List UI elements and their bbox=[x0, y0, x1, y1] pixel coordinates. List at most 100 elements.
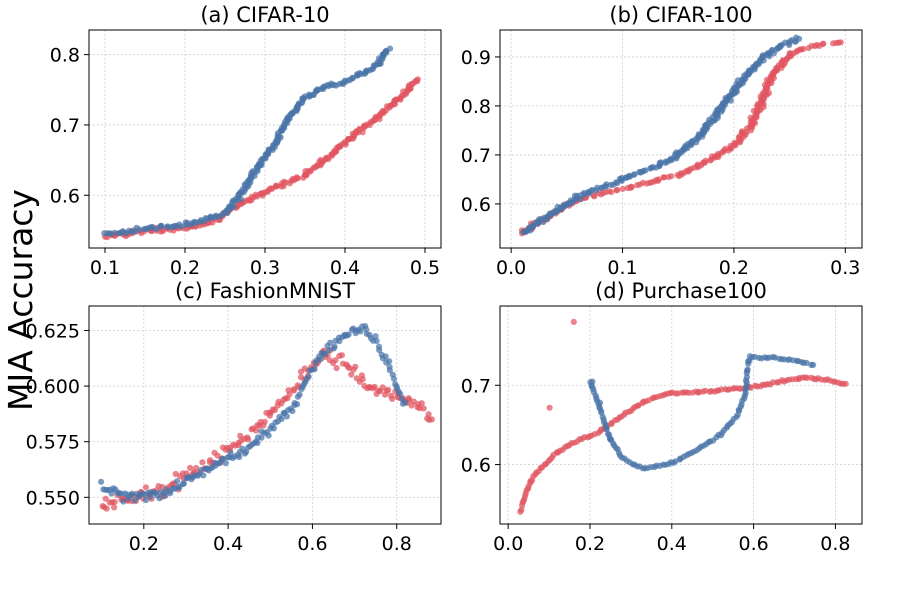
point-red bbox=[252, 191, 259, 198]
y-tick-label: 0.7 bbox=[50, 115, 80, 137]
x-tick-label: 0.6 bbox=[297, 533, 327, 555]
point-blue bbox=[596, 399, 604, 406]
point-red bbox=[261, 418, 268, 425]
point-red bbox=[338, 352, 345, 359]
x-tick-label: 0.4 bbox=[330, 257, 360, 279]
point-red bbox=[418, 400, 425, 407]
point-red bbox=[837, 39, 844, 46]
point-blue bbox=[390, 375, 398, 382]
point-red bbox=[694, 161, 702, 168]
y-tick-label: 0.7 bbox=[461, 145, 491, 167]
point-blue bbox=[289, 407, 296, 415]
point-red bbox=[786, 50, 793, 57]
point-blue bbox=[158, 222, 165, 229]
x-tick-label: 0.4 bbox=[657, 533, 687, 555]
point-blue bbox=[386, 45, 394, 52]
data-points bbox=[518, 34, 844, 237]
axes-frame bbox=[499, 29, 863, 249]
point-red bbox=[285, 387, 292, 394]
panel-title: (c) FashionMNIST bbox=[175, 279, 355, 303]
x-tick-label: 0.6 bbox=[738, 533, 768, 555]
point-blue bbox=[357, 328, 364, 335]
point-blue bbox=[560, 201, 568, 208]
chart-panel-2: 0.0 0.1 0.2 0.3 0.6 0.7 0.8 0.9 (b) CIFAR-100 bbox=[461, 3, 863, 279]
chart-panel-4: 0.0 0.2 0.4 0.6 0.8 0.6 0.7 (d) Purchase100 bbox=[461, 279, 863, 555]
point-red bbox=[384, 386, 392, 393]
point-red bbox=[294, 175, 301, 182]
point-red bbox=[245, 436, 252, 443]
point-blue bbox=[630, 171, 637, 178]
point-blue bbox=[349, 74, 356, 81]
x-tick-label: 0.2 bbox=[170, 257, 200, 279]
point-red bbox=[371, 383, 378, 390]
point-red bbox=[842, 380, 849, 387]
point-red bbox=[420, 405, 427, 412]
point-blue bbox=[300, 95, 307, 102]
point-blue bbox=[305, 373, 312, 380]
axes-frame bbox=[88, 29, 442, 249]
point-red bbox=[352, 363, 359, 370]
point-blue bbox=[111, 229, 118, 236]
point-blue bbox=[317, 356, 324, 363]
point-blue bbox=[283, 413, 290, 420]
point-red bbox=[379, 384, 386, 391]
axes-frame bbox=[499, 305, 863, 525]
point-blue bbox=[200, 472, 207, 479]
point-red bbox=[800, 45, 807, 53]
point-blue bbox=[147, 493, 154, 500]
point-blue bbox=[156, 495, 163, 502]
point-blue bbox=[173, 478, 181, 485]
point-blue bbox=[128, 490, 136, 497]
panel-title: (d) Purchase100 bbox=[595, 279, 767, 303]
chart-panel-1: 0.1 0.2 0.3 0.4 0.5 0.6 0.7 0.8 (a) CIFAR-10 bbox=[50, 3, 442, 279]
point-blue bbox=[120, 498, 127, 505]
y-axis-label: MIA Accuracy bbox=[1, 189, 40, 411]
point-blue bbox=[311, 366, 318, 373]
x-tick-label: 0.8 bbox=[820, 533, 850, 555]
point-blue bbox=[373, 337, 380, 345]
point-red bbox=[570, 318, 577, 325]
point-blue bbox=[372, 333, 379, 340]
point-blue bbox=[236, 453, 243, 461]
point-red bbox=[273, 183, 280, 190]
x-tick-label: 0.2 bbox=[575, 533, 605, 555]
point-blue bbox=[243, 448, 250, 456]
data-points bbox=[98, 323, 435, 512]
point-blue bbox=[744, 366, 751, 373]
point-blue bbox=[642, 167, 649, 174]
point-blue bbox=[810, 361, 817, 368]
x-tick-label: 0.3 bbox=[250, 257, 280, 279]
point-blue bbox=[98, 478, 105, 485]
point-red bbox=[348, 371, 355, 378]
point-red bbox=[317, 156, 324, 164]
point-red bbox=[142, 484, 149, 491]
point-red bbox=[425, 411, 432, 418]
point-red bbox=[333, 365, 340, 372]
point-blue bbox=[249, 168, 256, 175]
point-blue bbox=[222, 460, 229, 467]
point-blue bbox=[270, 425, 277, 432]
point-red bbox=[820, 40, 827, 47]
point-red bbox=[103, 505, 110, 512]
y-tick-label: 0.8 bbox=[461, 96, 491, 118]
point-blue bbox=[227, 449, 234, 456]
point-red bbox=[428, 416, 435, 423]
point-red bbox=[628, 183, 635, 190]
point-red bbox=[290, 387, 297, 394]
point-blue bbox=[607, 436, 614, 443]
point-blue bbox=[782, 39, 789, 46]
x-tick-label: 0.3 bbox=[830, 257, 860, 279]
point-blue bbox=[162, 492, 169, 499]
point-red bbox=[747, 114, 754, 121]
point-blue bbox=[382, 353, 389, 360]
x-tick-label: 0.0 bbox=[493, 533, 523, 555]
point-red bbox=[405, 395, 412, 402]
point-blue bbox=[803, 359, 810, 366]
x-tick-label: 0.4 bbox=[213, 533, 243, 555]
point-blue bbox=[793, 34, 800, 41]
x-tick-label: 0.0 bbox=[496, 257, 526, 279]
point-red bbox=[187, 464, 194, 471]
point-blue bbox=[278, 415, 285, 423]
point-red bbox=[111, 504, 118, 511]
point-blue bbox=[108, 490, 115, 497]
